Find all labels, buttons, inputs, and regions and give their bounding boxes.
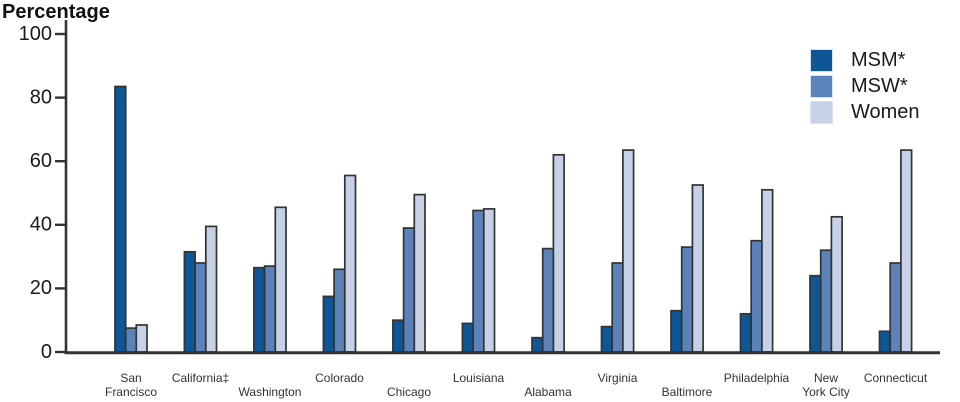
legend: MSM* MSW* Women [810,47,920,125]
bar-california--series-0 [183,250,196,353]
x-axis-label: Connecticut [864,371,928,385]
x-axis-label: Alabama [524,385,572,399]
x-axis-label: Philadelphia [724,371,790,385]
bar-san-francisco-series-0 [114,85,127,353]
x-axis-label: Louisiana [453,371,505,385]
bar-virginia-series-2 [622,149,635,353]
bar-san-francisco-series-1 [124,327,138,353]
bar-chicago-series-1 [402,227,416,353]
x-axis-label: Washington [239,385,302,399]
bar-philadelphia-series-2 [761,188,774,353]
bar-washington-series-0 [253,266,266,353]
bar-baltimore-series-1 [680,246,694,353]
legend-item-msm: MSM* [810,47,920,73]
legend-swatch-women [810,100,833,124]
legend-item-msw: MSW* [810,73,920,99]
legend-item-women: Women [810,99,920,125]
y-tick-label: 40 [30,214,52,236]
x-axis-label: Colorado [315,371,364,385]
bar-alabama-series-0 [531,336,544,353]
x-axis-label: California‡ [172,371,229,385]
legend-swatch-msm [810,48,833,72]
bar-california--series-2 [204,225,218,353]
bar-chicago-series-2 [413,193,426,353]
legend-label-msw: MSW* [851,74,908,97]
bar-louisiana-series-1 [472,209,485,353]
legend-swatch-msw [810,74,833,98]
bar-washington-series-2 [274,206,287,353]
y-tick-label: 0 [41,341,52,363]
y-tick-label: 100 [19,23,52,45]
legend-label-women: Women [851,100,920,123]
bar-philadelphia-series-0 [739,312,753,353]
legend-label-msm: MSM* [851,48,906,71]
x-axis-label: Baltimore [662,385,713,399]
bar-virginia-series-0 [600,325,614,353]
x-axis-label: Francisco [105,385,157,399]
bar-alabama-series-2 [552,153,565,353]
bar-philadelphia-series-1 [750,239,763,353]
x-axis-label: Virginia [598,371,638,385]
y-tick-label: 80 [30,86,52,108]
bar-new-york-city-series-1 [819,249,833,353]
bar-louisiana-series-0 [461,322,474,353]
bar-washington-series-1 [263,265,277,353]
bar-new-york-city-series-0 [809,274,822,353]
bar-colorado-series-2 [343,174,357,353]
bar-louisiana-series-2 [482,208,496,353]
bar-san-francisco-series-2 [135,324,148,353]
bar-connecticut-series-0 [878,330,892,353]
x-axis-label: San [120,371,141,385]
x-axis-label: New [814,371,838,385]
bar-colorado-series-0 [322,295,335,353]
bar-connecticut-series-2 [900,149,913,353]
bar-colorado-series-1 [333,268,346,353]
y-tick-label: 20 [30,277,52,299]
bar-connecticut-series-1 [889,262,902,353]
bar-baltimore-series-2 [691,184,704,353]
bar-california--series-1 [194,262,207,353]
bar-new-york-city-series-2 [830,215,843,353]
x-axis-label: Chicago [387,385,431,399]
y-axis-title: Percentage [2,1,110,23]
bar-chicago-series-0 [392,319,405,353]
bar-virginia-series-1 [611,262,624,353]
bar-baltimore-series-0 [670,309,683,353]
x-axis-label: York City [802,385,850,399]
y-tick-label: 60 [30,150,52,172]
bar-alabama-series-1 [541,247,555,353]
